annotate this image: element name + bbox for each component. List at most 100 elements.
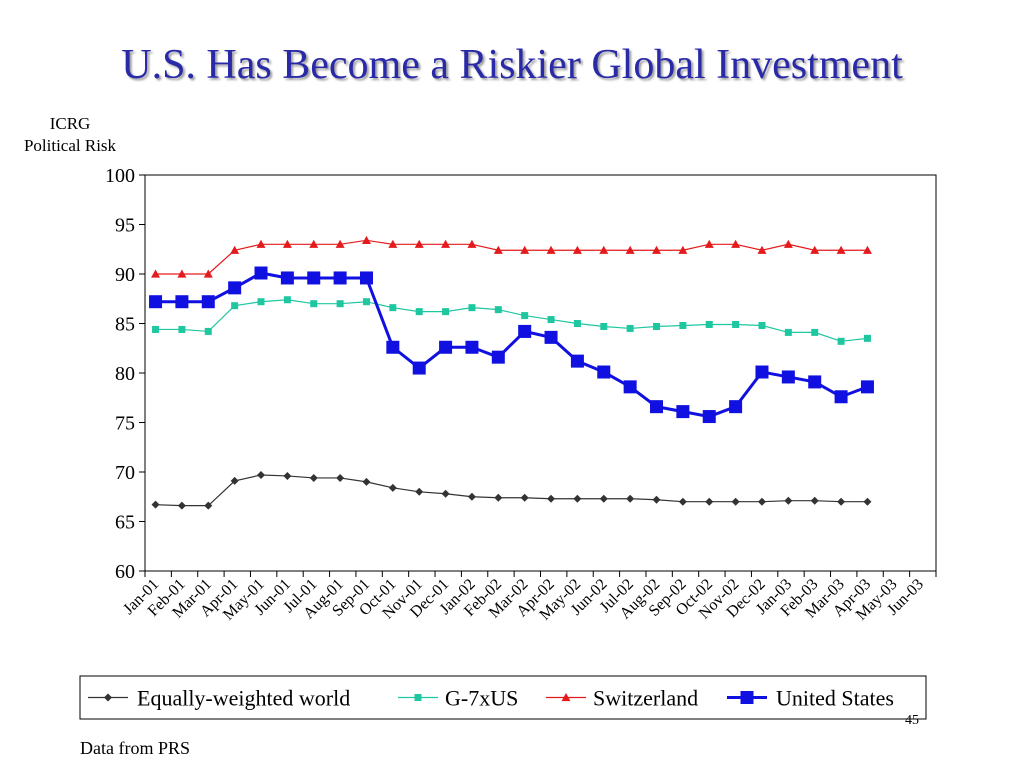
data-point-g-7xus: [336, 300, 344, 308]
data-point-g-7xus: [811, 328, 819, 336]
data-point-g-7xus: [705, 320, 713, 328]
data-point-united-states: [834, 390, 848, 404]
data-point-g-7xus: [204, 327, 212, 335]
data-point-united-states: [491, 350, 505, 364]
data-point-equally-weighted-world: [336, 473, 345, 482]
data-point-g-7xus: [679, 321, 687, 329]
y-tick-label: 90: [115, 264, 135, 286]
data-point-equally-weighted-world: [863, 497, 872, 506]
data-point-g-7xus: [573, 320, 581, 327]
data-point-switzerland: [862, 245, 872, 254]
data-point-united-states: [650, 400, 664, 414]
data-point-switzerland: [414, 239, 424, 248]
data-point-switzerland: [388, 239, 398, 248]
data-point-switzerland: [309, 239, 319, 248]
y-tick-label: 60: [115, 561, 135, 583]
data-point-g-7xus: [389, 304, 397, 312]
data-point-united-states: [755, 365, 769, 379]
data-point-switzerland: [361, 235, 371, 244]
data-point-united-states: [570, 354, 584, 368]
legend-label-equally-weighted-world: Equally-weighted world: [137, 686, 350, 711]
series-line-g-7xus: [155, 299, 868, 342]
data-point-switzerland: [546, 245, 556, 254]
data-point-equally-weighted-world: [573, 494, 582, 503]
y-tick-label: 100: [105, 165, 135, 187]
y-axis-title-line-1: ICRG: [49, 114, 91, 133]
legend-label-united-states: United States: [776, 686, 894, 711]
data-point-g-7xus: [362, 298, 370, 306]
data-point-equally-weighted-world: [810, 496, 819, 505]
data-point-switzerland: [757, 245, 767, 254]
data-point-equally-weighted-world: [599, 494, 608, 503]
legend-swatch-marker-switzerland: [561, 693, 571, 702]
data-point-united-states: [201, 295, 215, 309]
data-point-g-7xus: [494, 306, 502, 314]
data-point-equally-weighted-world: [626, 494, 635, 503]
data-point-switzerland: [203, 269, 213, 278]
data-point-switzerland: [151, 269, 161, 278]
data-point-equally-weighted-world: [652, 495, 661, 504]
series-switzerland: [151, 235, 872, 278]
data-point-united-states: [729, 400, 743, 414]
y-tick-label: 95: [115, 215, 135, 237]
data-point-united-states: [175, 295, 189, 309]
series-equally-weighted-world: [151, 470, 872, 510]
data-point-united-states: [254, 266, 268, 280]
slide-title: U.S. Has Become a Riskier Global Investm…: [121, 42, 903, 88]
data-point-g-7xus: [283, 296, 291, 304]
data-point-equally-weighted-world: [520, 493, 529, 502]
data-point-equally-weighted-world: [757, 497, 766, 506]
data-point-switzerland: [282, 239, 292, 248]
y-tick-label: 70: [115, 462, 135, 484]
data-point-equally-weighted-world: [678, 497, 687, 506]
data-point-united-states: [280, 271, 294, 285]
data-point-united-states: [412, 361, 426, 375]
data-point-united-states: [359, 271, 373, 285]
data-point-switzerland: [678, 245, 688, 254]
data-point-equally-weighted-world: [415, 487, 424, 496]
plot-area: [144, 174, 937, 572]
data-point-switzerland: [335, 239, 345, 248]
data-point-equally-weighted-world: [177, 501, 186, 510]
data-point-g-7xus: [600, 322, 608, 330]
data-point-g-7xus: [310, 300, 318, 308]
data-point-equally-weighted-world: [257, 470, 266, 479]
data-point-equally-weighted-world: [837, 497, 846, 506]
y-tick-label: 85: [115, 314, 135, 336]
y-tick-label: 65: [115, 512, 135, 534]
data-point-switzerland: [704, 239, 714, 248]
series-line-switzerland: [155, 239, 868, 275]
data-point-switzerland: [177, 269, 187, 278]
data-point-equally-weighted-world: [441, 489, 450, 498]
data-point-united-states: [860, 380, 874, 394]
data-point-equally-weighted-world: [151, 500, 160, 509]
legend-swatch-marker-equally-weighted-world: [104, 693, 112, 702]
data-point-switzerland: [599, 245, 609, 254]
data-point-united-states: [307, 271, 321, 285]
data-point-equally-weighted-world: [784, 496, 793, 505]
data-point-g-7xus: [468, 304, 476, 312]
data-point-united-states: [781, 370, 795, 384]
series-united-states: [149, 266, 874, 424]
series-line-united-states: [155, 271, 868, 419]
data-point-united-states: [465, 340, 479, 354]
data-point-switzerland: [810, 245, 820, 254]
data-point-g-7xus: [732, 320, 740, 328]
series-line-equally-weighted-world: [155, 474, 868, 507]
y-tick-label: 80: [115, 363, 135, 385]
source-note: Data from PRS: [80, 738, 190, 758]
data-point-united-states: [544, 330, 558, 344]
data-point-united-states: [149, 295, 163, 309]
data-point-g-7xus: [152, 325, 160, 333]
data-point-equally-weighted-world: [388, 483, 397, 492]
data-point-g-7xus: [442, 308, 450, 316]
data-point-equally-weighted-world: [362, 477, 371, 486]
data-point-equally-weighted-world: [309, 473, 318, 482]
data-point-g-7xus: [784, 328, 792, 336]
data-point-united-states: [518, 324, 532, 338]
legend-label-switzerland: Switzerland: [593, 686, 698, 711]
data-point-equally-weighted-world: [283, 471, 292, 480]
legend-label-g-7xus: G-7xUS: [445, 686, 518, 711]
data-point-switzerland: [256, 239, 266, 248]
